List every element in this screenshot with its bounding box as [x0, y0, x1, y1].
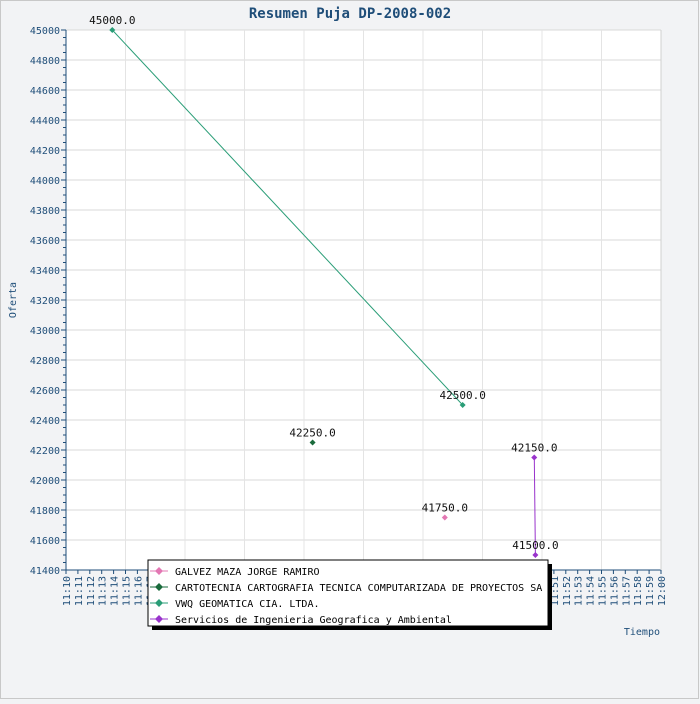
data-point — [441, 514, 448, 521]
legend-label: Servicios de Ingenieria Geografica y Amb… — [175, 615, 452, 626]
data-point — [532, 552, 539, 558]
y-tick-label: 41800 — [30, 506, 60, 517]
chart-title: Resumen Puja DP-2008-002 — [249, 6, 451, 22]
x-tick-label: 11:13 — [98, 576, 109, 606]
legend-swatch-marker — [155, 567, 163, 575]
legend-swatch-marker — [155, 583, 163, 591]
y-tick-label: 41400 — [30, 566, 60, 577]
legend-label: GALVEZ MAZA JORGE RAMIRO — [175, 567, 320, 578]
y-tick-label: 43000 — [30, 326, 60, 337]
y-tick-label: 42600 — [30, 386, 60, 397]
data-label: 41750.0 — [422, 502, 468, 515]
y-axis-label: Oferta — [8, 282, 19, 318]
x-tick-label: 11:58 — [633, 576, 644, 606]
x-tick-label: 11:59 — [645, 576, 656, 606]
x-tick-label: 12:00 — [657, 576, 668, 606]
x-tick-label: 11:14 — [110, 576, 121, 606]
data-label: 42150.0 — [511, 442, 557, 455]
x-tick-label: 11:15 — [122, 576, 133, 606]
x-tick-label: 11:12 — [86, 576, 97, 606]
x-tick-label: 11:53 — [574, 576, 585, 606]
legend: GALVEZ MAZA JORGE RAMIRO CARTOTECNIA CART… — [147, 559, 552, 630]
legend-box — [147, 559, 549, 627]
x-tick-label: 11:11 — [74, 576, 85, 606]
y-tick-label: 45000 — [30, 26, 60, 37]
series-line — [111, 29, 464, 406]
legend-swatch-marker — [155, 615, 163, 623]
series-layer — [109, 27, 539, 558]
data-point — [459, 402, 466, 408]
y-tick-label: 42400 — [30, 416, 60, 427]
legend-label: VWQ GEOMATICA CIA. LTDA. — [175, 599, 320, 610]
x-tick-label: 11:51 — [550, 576, 561, 606]
x-tick-label: 11:55 — [598, 576, 609, 606]
y-tick-label: 43400 — [30, 266, 60, 277]
data-label: 45000.0 — [89, 14, 135, 27]
data-point — [109, 27, 116, 33]
x-tick-label: 11:57 — [621, 576, 632, 606]
data-label: 41500.0 — [512, 539, 558, 552]
x-tick-label: 11:16 — [133, 576, 144, 606]
series-line — [533, 457, 536, 556]
y-ticks: 41400 41600 41800 42000 42200 42400 42600 42800… — [30, 26, 66, 577]
x-axis-label: Tiempo — [624, 627, 660, 638]
x-tick-label: 11:10 — [62, 576, 73, 606]
y-tick-label: 44000 — [30, 176, 60, 187]
y-tick-label: 43600 — [30, 236, 60, 247]
data-labels: 41750.0 42250.0 45000.0 42500.0 42150.0 41500… — [89, 14, 558, 552]
y-tick-label: 44400 — [30, 116, 60, 127]
y-tick-label: 44800 — [30, 56, 60, 67]
y-tick-label: 42200 — [30, 446, 60, 457]
grid — [65, 29, 662, 571]
legend-label: CARTOTECNIA CARTOGRAFIA TECNICA COMPUTAR… — [175, 583, 542, 594]
x-tick-label: 11:56 — [609, 576, 620, 606]
y-tick-label: 44600 — [30, 86, 60, 97]
data-point — [531, 454, 538, 461]
y-tick-label: 44200 — [30, 146, 60, 157]
data-label: 42500.0 — [439, 389, 485, 402]
legend-swatch-marker — [155, 599, 163, 607]
data-label: 42250.0 — [289, 427, 335, 440]
x-tick-label: 11:54 — [586, 576, 597, 606]
y-tick-label: 43200 — [30, 296, 60, 307]
y-tick-label: 42800 — [30, 356, 60, 367]
y-tick-label: 42000 — [30, 476, 60, 487]
x-tick-label: 11:52 — [562, 576, 573, 606]
y-tick-label: 43800 — [30, 206, 60, 217]
data-point — [309, 439, 316, 446]
y-tick-label: 41600 — [30, 536, 60, 547]
